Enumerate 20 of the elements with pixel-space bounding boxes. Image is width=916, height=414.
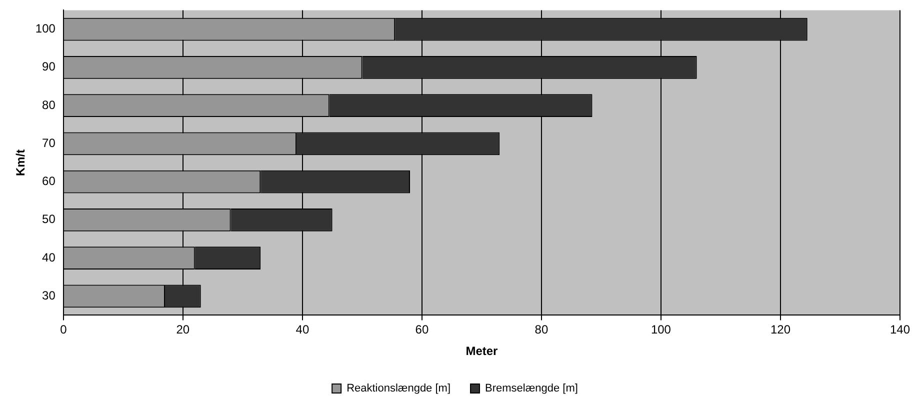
x-tick-label: 140 bbox=[890, 322, 910, 337]
y-tick-label: 30 bbox=[42, 288, 56, 302]
legend-label: Reaktionslængde [m] bbox=[346, 382, 451, 395]
y-tick-label: 50 bbox=[42, 212, 56, 226]
x-tick-label: 100 bbox=[650, 322, 672, 337]
x-tick-label: 80 bbox=[534, 322, 548, 337]
x-tick-label: 0 bbox=[60, 322, 68, 337]
legend-label: Bremselængde [m] bbox=[485, 382, 578, 395]
y-tick-label: 80 bbox=[42, 98, 56, 112]
x-tick-label: 60 bbox=[415, 322, 429, 337]
x-tick-label: 120 bbox=[770, 322, 791, 337]
y-tick-label: 40 bbox=[42, 250, 56, 264]
x-tick-label: 40 bbox=[296, 322, 310, 337]
y-tick-label: 70 bbox=[42, 136, 56, 150]
y-axis-title: Km/t bbox=[14, 149, 28, 176]
y-tick-label: 90 bbox=[42, 60, 56, 74]
x-axis-title: Meter bbox=[466, 344, 498, 358]
y-tick-label: 100 bbox=[35, 22, 56, 36]
y-tick-label: 60 bbox=[42, 174, 56, 188]
x-tick-label: 20 bbox=[176, 322, 190, 337]
